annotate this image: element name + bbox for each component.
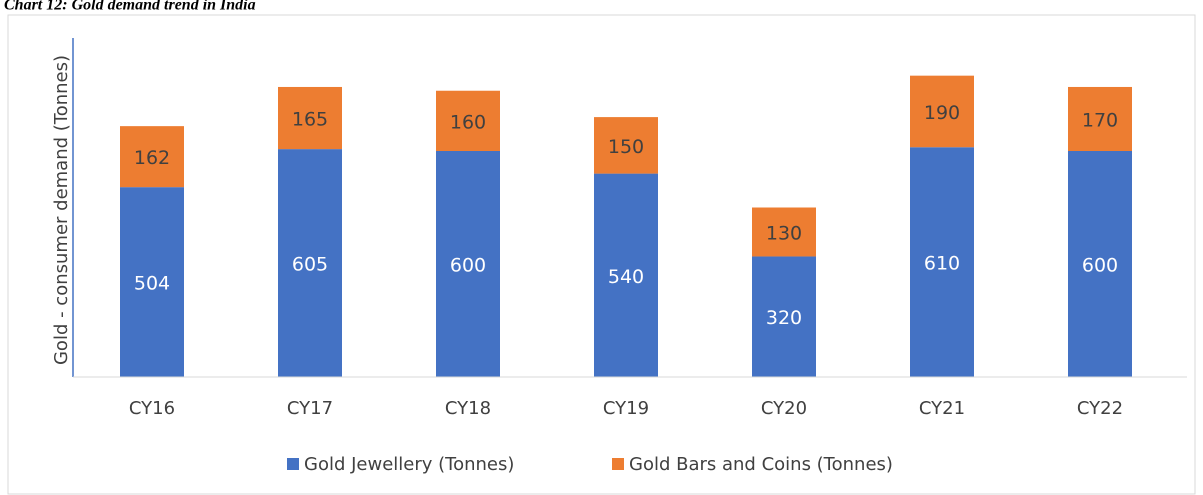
bar-segment (752, 256, 816, 377)
x-tick-label: CY18 (445, 398, 491, 419)
x-tick-label: CY16 (129, 398, 175, 419)
bar-segment (594, 117, 658, 174)
x-tick-label: CY20 (761, 398, 807, 419)
data-label: 190 (924, 102, 960, 124)
x-tick-label: CY19 (603, 398, 649, 419)
bar-segment (910, 147, 974, 377)
legend-label: Gold Jewellery (Tonnes) (304, 454, 514, 475)
data-label: 165 (292, 109, 328, 131)
bar-segment (436, 90, 500, 151)
data-label: 600 (450, 255, 486, 277)
data-label: 162 (134, 147, 170, 169)
x-tick-label: CY21 (919, 398, 965, 419)
data-label: 600 (1082, 255, 1118, 277)
chart-title: Chart 12: Gold demand trend in India (4, 0, 256, 14)
bar-segment (120, 126, 184, 188)
data-label: 610 (924, 253, 960, 275)
bar-segment (910, 75, 974, 148)
bar-segment (278, 86, 342, 150)
bar-segment (1068, 151, 1132, 377)
bar-segment (436, 151, 500, 377)
legend-swatch (612, 458, 624, 470)
bar-segment (120, 187, 184, 377)
bar-segment (278, 149, 342, 377)
data-label: 605 (292, 254, 328, 276)
bar-segment (1068, 86, 1132, 151)
legend-swatch (287, 458, 299, 470)
x-tick-label: CY22 (1077, 398, 1123, 419)
data-label: 130 (766, 222, 802, 244)
data-label: 504 (134, 273, 170, 295)
y-axis-label: Gold - consumer demand (Tonnes) (51, 55, 72, 365)
data-label: 150 (608, 136, 644, 158)
data-label: 540 (608, 266, 644, 288)
data-label: 320 (766, 307, 802, 329)
data-label: 170 (1082, 109, 1118, 131)
legend-label: Gold Bars and Coins (Tonnes) (629, 454, 893, 475)
x-tick-label: CY17 (287, 398, 333, 419)
bar-segment (752, 207, 816, 257)
bar-segment (594, 173, 658, 377)
data-label: 160 (450, 111, 486, 133)
